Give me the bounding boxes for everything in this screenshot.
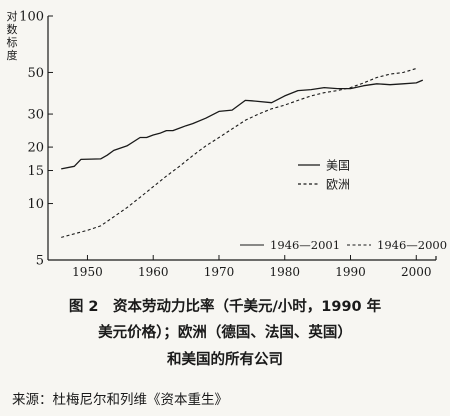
period-label-us: 1946—2001 (270, 238, 340, 252)
y-tick-label: 5 (36, 254, 44, 269)
y-axis-label-char: 度 (7, 48, 18, 62)
x-tick-label: 1990 (335, 265, 366, 279)
chart-axes (47, 16, 437, 261)
y-axis-label-char: 数 (7, 23, 18, 36)
x-tick-label: 1960 (138, 265, 169, 279)
figure-caption-line-1: 图 2 资本劳动力比率（千美元/小时，1990 年 (68, 299, 382, 315)
y-ticks: 5 10 15 20 30 50 100 (19, 10, 53, 269)
figure-source: 来源：杜梅尼尔和列维《资本重生》 (12, 392, 228, 408)
figure-caption-line-3: 和美国的所有公司 (167, 352, 283, 368)
x-ticks: 1950 1960 1970 1980 1990 2000 (72, 255, 432, 279)
legend-label-europe: 欧洲 (326, 178, 350, 192)
us-series-line (61, 79, 424, 170)
y-tick-label: 50 (27, 66, 44, 81)
figure-caption-line-2: 美元价格）；欧洲（德国、法国、英国） (98, 325, 352, 341)
legend-label-us: 美国 (326, 159, 350, 173)
series-lines (61, 67, 424, 238)
y-tick-label: 15 (27, 164, 44, 179)
x-tick-label: 1950 (72, 265, 103, 279)
y-tick-label: 30 (27, 108, 44, 123)
y-axis-label-char: 标 (7, 35, 18, 49)
y-tick-label: 10 (27, 197, 44, 212)
y-axis-label-char: 对 (7, 9, 18, 23)
y-tick-label: 100 (19, 10, 44, 25)
y-tick-label: 20 (27, 141, 44, 156)
period-labels: 1946—2001 1946—2000 (240, 238, 447, 252)
x-tick-label: 1980 (269, 265, 300, 279)
period-label-europe: 1946—2000 (377, 238, 447, 252)
europe-series-line (61, 67, 417, 238)
x-tick-label: 2000 (401, 265, 432, 279)
x-tick-label: 1970 (204, 265, 235, 279)
